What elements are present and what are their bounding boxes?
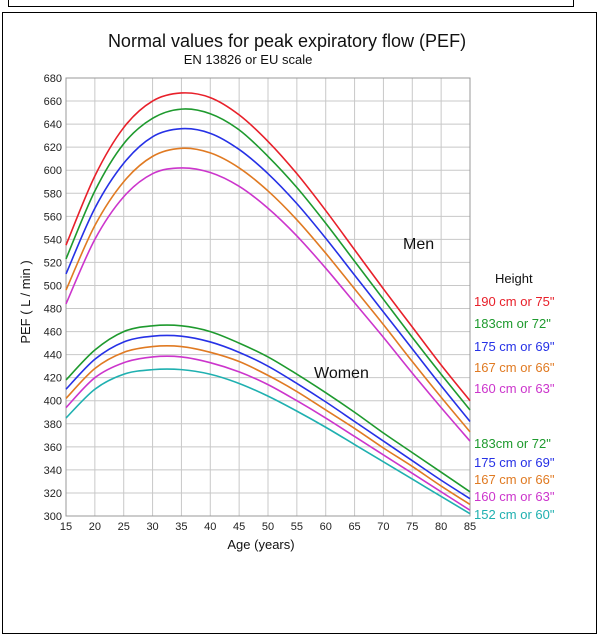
legend-entry-women: 152 cm or 60" xyxy=(474,507,555,522)
legend-entry-women: 175 cm or 69" xyxy=(474,455,555,470)
y-tick-label: 300 xyxy=(44,511,62,523)
legend-entry-men: 183cm or 72" xyxy=(474,316,551,331)
y-tick-label: 600 xyxy=(44,165,62,177)
series-line-women-5 xyxy=(65,324,471,493)
ticks: 15 20 25 30 35 40 45 50 55 60 65 70 75 80 85 300 320 340 3… xyxy=(44,73,476,533)
legend: 190 cm or 75" 183cm or 72" 175 cm or 69" 16… xyxy=(474,294,555,522)
y-tick-label: 460 xyxy=(44,327,62,339)
x-tick-label: 55 xyxy=(291,521,303,533)
x-tick-label: 35 xyxy=(175,521,187,533)
y-tick-label: 400 xyxy=(44,396,62,408)
y-tick-label: 320 xyxy=(44,488,62,500)
series-line-women-9 xyxy=(65,368,471,515)
series-line-women-7 xyxy=(65,345,471,506)
x-tick-label: 25 xyxy=(118,521,130,533)
top-frame-edge xyxy=(8,0,574,7)
plot-area-border xyxy=(65,77,471,517)
series-line-men-1 xyxy=(65,108,471,411)
y-tick-label: 520 xyxy=(44,257,62,269)
x-tick-label: 15 xyxy=(60,521,72,533)
y-tick-label: 680 xyxy=(44,73,62,85)
legend-entry-women: 183cm or 72" xyxy=(474,436,551,451)
y-tick-label: 580 xyxy=(44,188,62,200)
women-group-label: Women xyxy=(314,365,369,382)
x-tick-label: 85 xyxy=(464,521,476,533)
legend-entry-men: 167 cm or 66" xyxy=(474,360,555,375)
chart-subtitle: EN 13826 or EU scale xyxy=(184,52,313,67)
x-tick-label: 70 xyxy=(377,521,389,533)
y-tick-label: 380 xyxy=(44,419,62,431)
x-axis-label: Age (years) xyxy=(227,537,294,552)
y-tick-label: 420 xyxy=(44,373,62,385)
series-line-men-4 xyxy=(65,167,471,442)
x-tick-label: 30 xyxy=(146,521,158,533)
y-tick-label: 660 xyxy=(44,96,62,108)
y-tick-label: 640 xyxy=(44,119,62,131)
y-tick-label: 440 xyxy=(44,350,62,362)
x-tick-label: 45 xyxy=(233,521,245,533)
x-tick-label: 40 xyxy=(204,521,216,533)
chart-frame xyxy=(2,12,597,634)
legend-entry-women: 160 cm or 63" xyxy=(474,489,555,504)
y-tick-label: 340 xyxy=(44,465,62,477)
series-line-women-6 xyxy=(65,334,471,500)
grid xyxy=(65,77,471,517)
men-group-label: Men xyxy=(403,236,434,253)
y-tick-label: 560 xyxy=(44,211,62,223)
y-tick-label: 540 xyxy=(44,234,62,246)
y-tick-label: 480 xyxy=(44,304,62,316)
curves xyxy=(65,92,471,515)
legend-entry-men: 190 cm or 75" xyxy=(474,294,555,309)
series-line-men-3 xyxy=(65,147,471,433)
x-tick-label: 75 xyxy=(406,521,418,533)
y-axis-label: PEF ( L / min ) xyxy=(18,260,33,343)
x-tick-label: 60 xyxy=(320,521,332,533)
x-tick-label: 65 xyxy=(348,521,360,533)
series-line-men-0 xyxy=(65,92,471,402)
series-line-men-2 xyxy=(65,127,471,422)
x-tick-label: 50 xyxy=(262,521,274,533)
chart-title: Normal values for peak expiratory flow (… xyxy=(108,31,466,51)
x-tick-label: 20 xyxy=(89,521,101,533)
y-tick-label: 620 xyxy=(44,142,62,154)
legend-entry-men: 160 cm or 63" xyxy=(474,381,555,396)
legend-entry-men: 175 cm or 69" xyxy=(474,339,555,354)
y-tick-label: 360 xyxy=(44,442,62,454)
legend-header: Height xyxy=(495,271,533,286)
x-tick-label: 80 xyxy=(435,521,447,533)
legend-entry-women: 167 cm or 66" xyxy=(474,472,555,487)
y-tick-label: 500 xyxy=(44,280,62,292)
series-line-women-8 xyxy=(65,355,471,511)
